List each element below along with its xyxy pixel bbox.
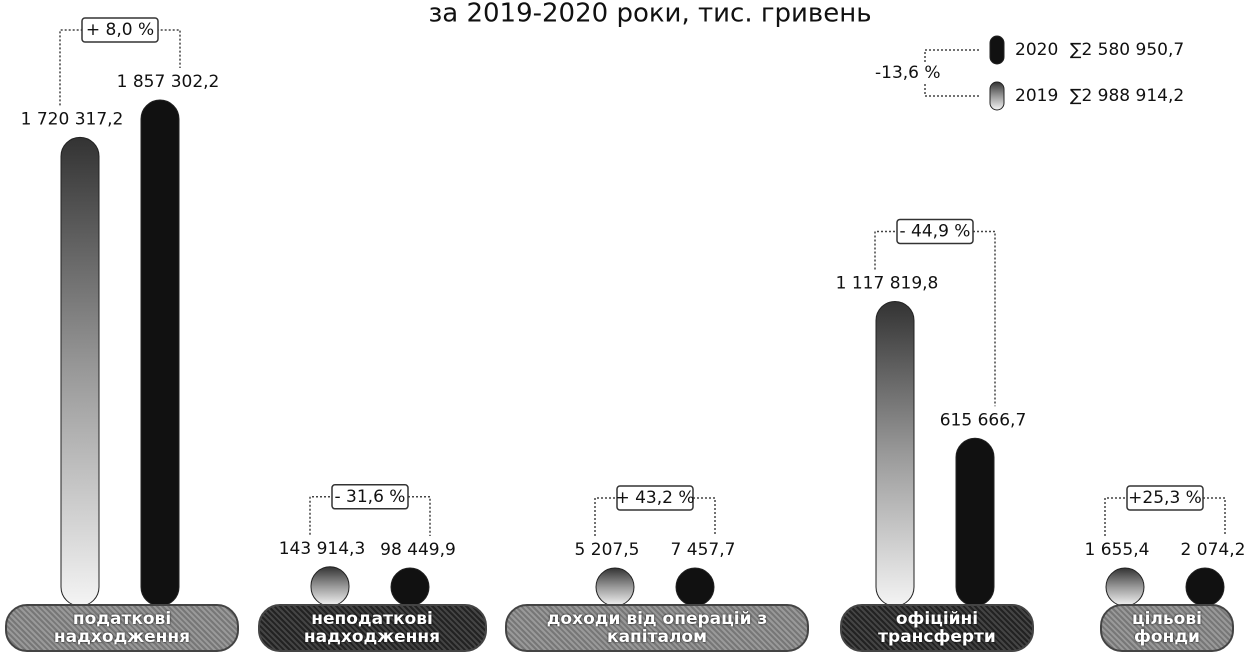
- bar: [955, 437, 995, 607]
- bar: [1105, 567, 1145, 607]
- bar: [310, 566, 350, 607]
- bar: [675, 567, 715, 607]
- total-change: -13,6 %: [875, 63, 941, 83]
- change-label: +25,3 %: [1128, 488, 1202, 508]
- value-label: 5 207,5: [575, 540, 640, 560]
- change-label: + 8,0 %: [86, 20, 154, 40]
- value-label: 1 655,4: [1085, 540, 1150, 560]
- value-label: 7 457,7: [671, 540, 736, 560]
- category-label: цільові фонди: [1100, 604, 1234, 652]
- value-label: 2 074,2: [1181, 540, 1246, 560]
- bar: [1185, 567, 1225, 607]
- category-label: неподаткові надходження: [257, 604, 487, 652]
- value-label: 1 857 302,2: [117, 72, 220, 92]
- change-box: [616, 485, 694, 511]
- legend-total: ∑2 988 914,2: [1070, 86, 1184, 106]
- change-box: [331, 484, 409, 510]
- change-box: [1126, 485, 1204, 511]
- legend-label: 2020: [1015, 40, 1058, 60]
- value-label: 1 117 819,8: [836, 273, 939, 293]
- bar: [60, 136, 100, 607]
- legend-swatch: [989, 81, 1005, 111]
- value-label: 98 449,9: [380, 540, 456, 560]
- bar: [875, 300, 915, 607]
- category-label: доходи від операцій з капіталом: [505, 604, 809, 652]
- change-bracket: [59, 29, 181, 106]
- legend-bracket: [924, 84, 980, 97]
- bar: [140, 99, 180, 607]
- change-label: - 31,6 %: [335, 487, 406, 507]
- chart-title: за 2019-2020 роки, тис. гривень: [428, 0, 871, 29]
- change-label: + 43,2 %: [615, 488, 694, 508]
- value-label: 143 914,3: [279, 539, 366, 559]
- legend-swatch: [989, 35, 1005, 65]
- change-box: [81, 17, 159, 43]
- legend-label: 2019: [1015, 86, 1058, 106]
- change-box: [896, 218, 974, 245]
- change-label: - 44,9 %: [900, 221, 971, 241]
- category-label: офіційні трансферти: [840, 604, 1034, 652]
- value-label: 615 666,7: [940, 410, 1027, 430]
- bar: [390, 567, 430, 607]
- value-label: 1 720 317,2: [21, 109, 124, 129]
- category-label: податкові надходження: [5, 604, 239, 652]
- legend-total: ∑2 580 950,7: [1070, 40, 1184, 60]
- legend-bracket: [924, 49, 980, 62]
- bar: [595, 567, 635, 607]
